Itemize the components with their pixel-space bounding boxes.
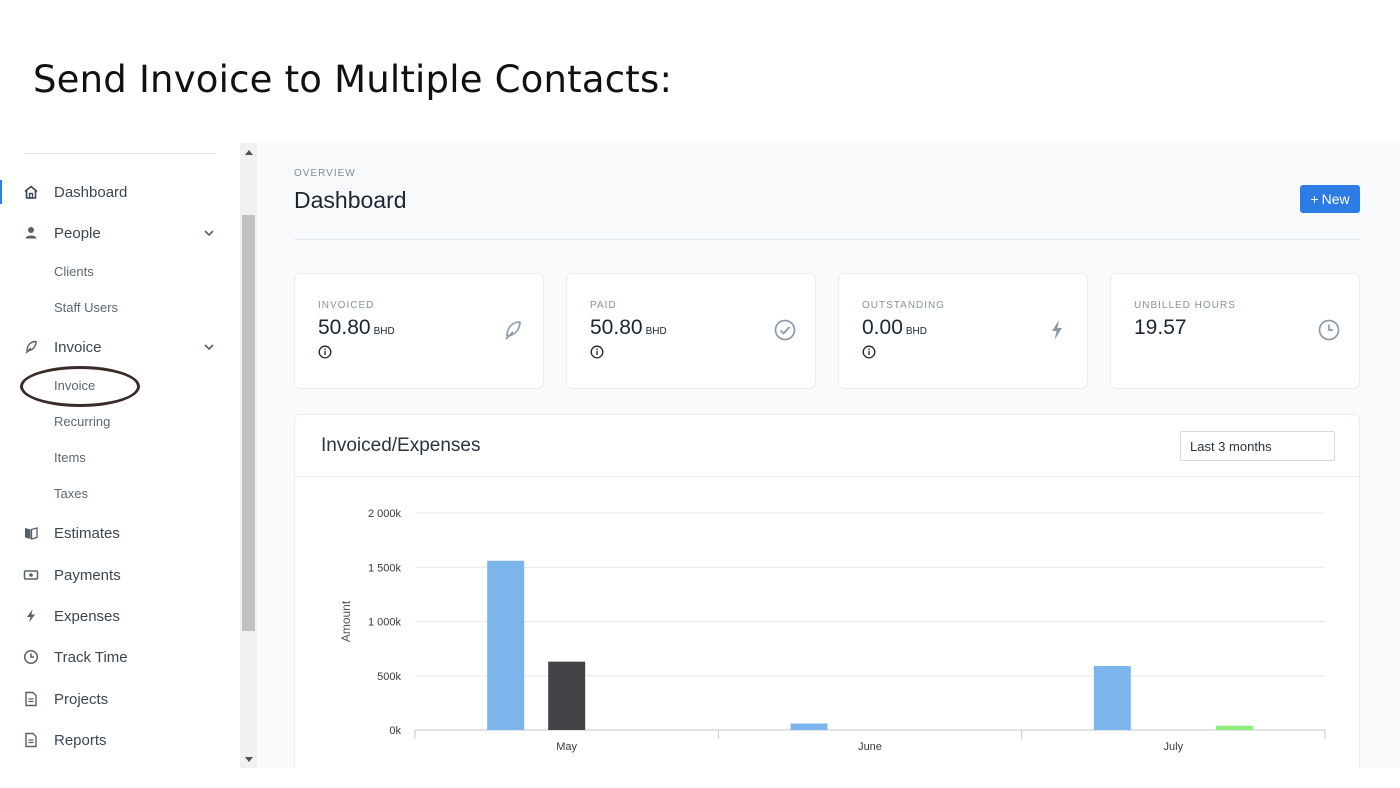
chart-bar bbox=[790, 723, 828, 730]
range-select[interactable]: Last 3 months bbox=[1180, 431, 1335, 461]
info-icon[interactable] bbox=[862, 345, 876, 359]
stat-card-unbilled-hours[interactable]: UNBILLED HOURS 19.57 bbox=[1110, 273, 1360, 389]
clock-icon bbox=[22, 648, 40, 666]
sidebar-item-projects[interactable]: Projects bbox=[0, 685, 240, 713]
sidebar-subitem-items[interactable]: Items bbox=[54, 450, 86, 465]
document-icon bbox=[22, 690, 40, 708]
stat-card-outstanding[interactable]: OUTSTANDING 0.00 BHD bbox=[838, 273, 1088, 389]
x-tick-label: July bbox=[1164, 741, 1184, 753]
sidebar-subitem-staff-users[interactable]: Staff Users bbox=[54, 300, 119, 315]
stat-label: OUTSTANDING bbox=[862, 300, 946, 311]
chart-panel: Invoiced/Expenses Last 3 months 0k 500k 1 … bbox=[294, 414, 1360, 768]
new-button-label: New bbox=[1321, 191, 1350, 207]
stat-unit: BHD bbox=[905, 326, 927, 337]
stat-card-invoiced[interactable]: INVOICED 50.80 BHD bbox=[294, 273, 544, 389]
info-icon[interactable] bbox=[318, 345, 332, 359]
main-content: OVERVIEW Dashboard + New INVOICED 50.80 BH… bbox=[258, 143, 1400, 768]
breadcrumb: OVERVIEW bbox=[294, 168, 356, 179]
stat-card-paid[interactable]: PAID 50.80 BHD bbox=[566, 273, 816, 389]
x-tick-label: June bbox=[858, 741, 882, 753]
chart-bar bbox=[487, 560, 525, 730]
bolt-icon bbox=[22, 607, 40, 625]
scroll-up-arrow-icon[interactable] bbox=[240, 143, 257, 160]
sidebar-item-dashboard[interactable]: Dashboard bbox=[0, 178, 240, 206]
scroll-down-arrow-icon[interactable] bbox=[240, 751, 257, 768]
sidebar-item-estimates[interactable]: Estimates bbox=[0, 519, 240, 547]
x-tick-label: May bbox=[556, 741, 577, 753]
chevron-down-icon[interactable] bbox=[202, 226, 216, 240]
check-circle-icon bbox=[774, 319, 796, 341]
y-axis-label: Amount bbox=[339, 600, 353, 642]
sidebar-item-label: Invoice bbox=[54, 338, 102, 356]
feather-icon bbox=[505, 321, 521, 340]
sidebar-item-label: Track Time bbox=[54, 648, 128, 666]
chart-title: Invoiced/Expenses bbox=[321, 435, 481, 456]
invoiced-expenses-chart: 0k 500k 1 000k 1 500k 2 000k Amount May June Jul… bbox=[339, 508, 1326, 753]
chart-bar bbox=[1093, 665, 1131, 730]
stat-value: 0.00 BHD bbox=[862, 316, 927, 339]
sidebar-divider bbox=[24, 153, 216, 154]
stat-value: 50.80 BHD bbox=[318, 316, 395, 339]
chevron-down-icon[interactable] bbox=[202, 340, 216, 354]
sidebar-item-label: People bbox=[54, 224, 101, 242]
y-tick-label: 500k bbox=[377, 671, 401, 683]
sidebar: Dashboard People Clients Staff Users Inv… bbox=[0, 143, 240, 768]
clock-icon bbox=[1318, 319, 1340, 341]
person-icon bbox=[22, 224, 40, 242]
y-tick-label: 1 500k bbox=[368, 562, 402, 574]
info-icon[interactable] bbox=[590, 345, 604, 359]
chart-bar bbox=[1215, 725, 1253, 730]
report-icon bbox=[22, 731, 40, 749]
sidebar-item-people[interactable]: People bbox=[0, 219, 240, 247]
y-tick-label: 2 000k bbox=[368, 508, 402, 520]
home-icon bbox=[22, 183, 40, 201]
sidebar-item-label: Reports bbox=[54, 731, 107, 749]
sidebar-subitem-recurring[interactable]: Recurring bbox=[54, 414, 111, 429]
plus-icon: + bbox=[1310, 191, 1319, 207]
feather-icon bbox=[22, 338, 40, 356]
y-tick-label: 0k bbox=[389, 725, 401, 737]
sidebar-item-label: Payments bbox=[54, 566, 121, 584]
y-tick-label: 1 000k bbox=[368, 617, 402, 629]
sidebar-item-label: Expenses bbox=[54, 607, 120, 625]
slide-title: Send Invoice to Multiple Contacts: bbox=[33, 58, 673, 101]
stat-unit: BHD bbox=[373, 326, 395, 337]
stat-value: 50.80 BHD bbox=[590, 316, 667, 339]
sidebar-item-label: Dashboard bbox=[54, 183, 128, 201]
money-icon bbox=[22, 566, 40, 584]
stat-value: 19.57 bbox=[1134, 316, 1187, 339]
stat-label: UNBILLED HOURS bbox=[1134, 300, 1236, 311]
sidebar-item-invoice[interactable]: Invoice bbox=[0, 333, 240, 361]
annotation-ellipse bbox=[20, 366, 140, 407]
stat-label: PAID bbox=[590, 300, 617, 311]
sidebar-item-label: Estimates bbox=[54, 524, 120, 542]
scrollbar-thumb[interactable] bbox=[242, 215, 255, 631]
chart-divider bbox=[295, 476, 1359, 477]
sidebar-subitem-taxes[interactable]: Taxes bbox=[54, 486, 88, 501]
sidebar-subitem-clients[interactable]: Clients bbox=[54, 264, 94, 279]
page-title: Dashboard bbox=[294, 187, 407, 213]
sidebar-item-expenses[interactable]: Expenses bbox=[0, 602, 240, 630]
chart-bar bbox=[548, 661, 586, 730]
book-icon bbox=[22, 524, 40, 542]
sidebar-item-reports[interactable]: Reports bbox=[0, 726, 240, 754]
stat-unit: BHD bbox=[645, 326, 667, 337]
new-button[interactable]: + New bbox=[1300, 185, 1360, 213]
bolt-icon bbox=[1052, 320, 1062, 340]
sidebar-item-track-time[interactable]: Track Time bbox=[0, 643, 240, 671]
sidebar-item-label: Projects bbox=[54, 690, 109, 708]
sidebar-scrollbar[interactable] bbox=[240, 143, 257, 768]
sidebar-item-payments[interactable]: Payments bbox=[0, 561, 240, 589]
stat-label: INVOICED bbox=[318, 300, 375, 311]
header-divider bbox=[294, 239, 1360, 240]
